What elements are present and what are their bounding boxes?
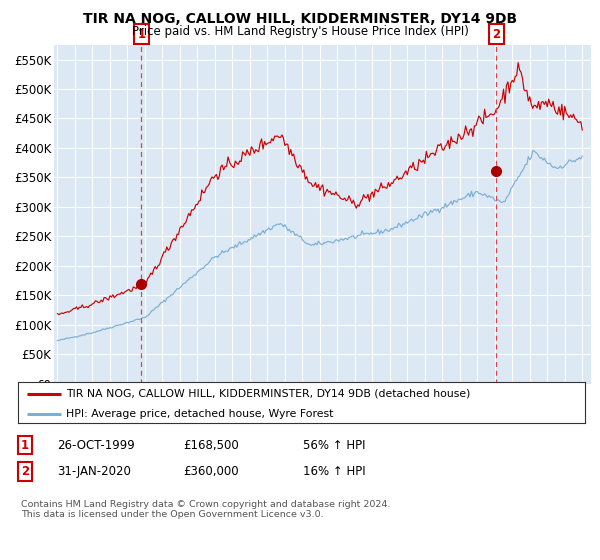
Text: 2: 2 [21,465,29,478]
Text: 2: 2 [492,27,500,41]
Text: TIR NA NOG, CALLOW HILL, KIDDERMINSTER, DY14 9DB (detached house): TIR NA NOG, CALLOW HILL, KIDDERMINSTER, … [66,389,470,399]
Text: HPI: Average price, detached house, Wyre Forest: HPI: Average price, detached house, Wyre… [66,409,334,419]
Text: 26-OCT-1999: 26-OCT-1999 [57,438,135,452]
Text: 16% ↑ HPI: 16% ↑ HPI [303,465,365,478]
Text: Contains HM Land Registry data © Crown copyright and database right 2024.
This d: Contains HM Land Registry data © Crown c… [21,500,391,519]
Text: 1: 1 [21,438,29,452]
Text: £168,500: £168,500 [183,438,239,452]
Text: 31-JAN-2020: 31-JAN-2020 [57,465,131,478]
Text: 56% ↑ HPI: 56% ↑ HPI [303,438,365,452]
Text: 1: 1 [137,27,145,41]
Text: TIR NA NOG, CALLOW HILL, KIDDERMINSTER, DY14 9DB: TIR NA NOG, CALLOW HILL, KIDDERMINSTER, … [83,12,517,26]
Text: £360,000: £360,000 [183,465,239,478]
Text: Price paid vs. HM Land Registry's House Price Index (HPI): Price paid vs. HM Land Registry's House … [131,25,469,38]
